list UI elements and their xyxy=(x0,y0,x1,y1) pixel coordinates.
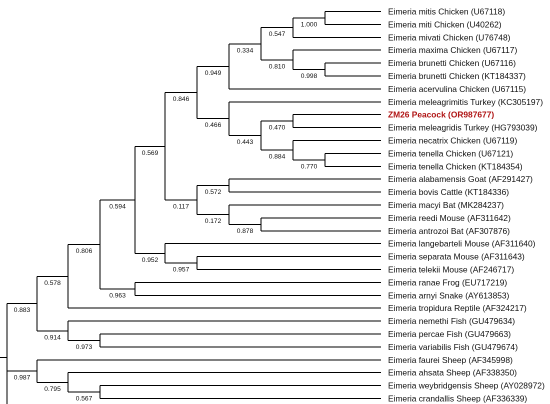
taxon-label: Eimeria alabamensis Goat (AF291427) xyxy=(388,174,533,184)
taxon-labels: Eimeria mitis Chicken (U67118) Eimeria mi… xyxy=(388,7,545,404)
taxon-label: Eimeria separata Mouse (AF311643) xyxy=(388,252,525,262)
taxon-label: Eimeria faurei Sheep (AF345998) xyxy=(388,355,513,365)
taxon-label: Eimeria bovis Cattle (KT184336) xyxy=(388,187,509,197)
taxon-label: Eimeria telekii Mouse (AF246717) xyxy=(388,265,514,275)
taxon-label: Eimeria acervulina Chicken (U67115) xyxy=(388,84,526,94)
support-value: 0.466 xyxy=(205,122,222,129)
support-values: 1.000 0.998 0.547 0.810 0.334 0.770 0.470 0.884… xyxy=(14,21,318,402)
taxon-label: Eimeria maxima Chicken (U67117) xyxy=(388,45,517,55)
support-value: 0.878 xyxy=(237,228,254,235)
support-value: 0.998 xyxy=(301,73,318,80)
support-value: 0.172 xyxy=(205,218,222,225)
support-value: 0.470 xyxy=(269,125,286,132)
taxon-label: Eimeria tenella Chicken (KT184354) xyxy=(388,161,523,171)
support-value: 0.973 xyxy=(76,344,93,351)
taxon-label: Eimeria necatrix Chicken (U67119) xyxy=(388,136,517,146)
support-value: 0.987 xyxy=(14,375,31,382)
taxon-label: Eimeria mitis Chicken (U67118) xyxy=(388,7,505,17)
taxon-label: Eimeria brunetti Chicken (KT184337) xyxy=(388,71,526,81)
support-value: 0.883 xyxy=(14,307,31,314)
taxon-label: Eimeria meleagridis Turkey (HG793039) xyxy=(388,123,538,133)
support-value: 0.334 xyxy=(237,47,254,54)
taxon-label: Eimeria ahsata Sheep (AF338350) xyxy=(388,368,517,378)
taxon-label: Eimeria mivati Chicken (U76748) xyxy=(388,32,511,42)
support-value: 0.957 xyxy=(173,267,190,274)
support-value: 0.963 xyxy=(109,292,126,299)
taxon-label-highlighted: ZM26 Peacock (OR987677) xyxy=(388,110,494,120)
taxon-label: Eimeria miti Chicken (U40262) xyxy=(388,19,502,29)
taxon-label: Eimeria crandallis Sheep (AF336339) xyxy=(388,394,527,404)
taxon-label: Eimeria langebarteli Mouse (AF311640) xyxy=(388,239,536,249)
support-value: 0.914 xyxy=(44,334,61,341)
taxon-label: Eimeria macyi Bat (MK284237) xyxy=(388,200,504,210)
support-value: 0.846 xyxy=(173,96,190,103)
support-value: 1.000 xyxy=(301,21,318,28)
taxon-label: Eimeria reedi Mouse (AF311642) xyxy=(388,213,511,223)
taxon-label: Eimeria ranae Frog (EU717219) xyxy=(388,277,507,287)
support-value: 0.770 xyxy=(301,163,318,170)
support-value: 0.578 xyxy=(44,280,61,287)
support-value: 0.572 xyxy=(205,189,222,196)
taxon-label: Eimeria meleagrimitis Turkey (KC305197) xyxy=(388,97,543,107)
support-value: 0.795 xyxy=(44,386,61,393)
taxon-label: Eimeria brunetti Chicken (U67116) xyxy=(388,58,516,68)
taxon-label: Eimeria arnyi Snake (AY613853) xyxy=(388,290,510,300)
taxon-label: Eimeria tropidura Reptile (AF324217) xyxy=(388,303,527,313)
support-value: 0.569 xyxy=(142,150,159,157)
support-value: 0.806 xyxy=(76,248,93,255)
support-value: 0.594 xyxy=(109,203,126,210)
support-value: 0.810 xyxy=(269,63,286,70)
taxon-label: Eimeria antrozoi Bat (AF307876) xyxy=(388,226,510,236)
support-value: 0.884 xyxy=(269,154,286,161)
taxon-label: Eimeria percae Fish (GU479663) xyxy=(388,329,511,339)
taxon-label: Eimeria weybridgensis Sheep (AY028972) xyxy=(388,381,545,391)
support-value: 0.547 xyxy=(269,31,286,38)
support-value: 0.117 xyxy=(173,204,189,211)
taxon-label: Eimeria tenella Chicken (U67121) xyxy=(388,148,513,158)
support-value: 0.567 xyxy=(76,396,93,403)
taxon-label: Eimeria variabilis Fish (GU479674) xyxy=(388,342,518,352)
tree-branches xyxy=(0,11,381,404)
support-value: 0.443 xyxy=(237,139,254,146)
taxon-label: Eimeria nemethi Fish (GU479634) xyxy=(388,316,515,326)
support-value: 0.949 xyxy=(205,70,222,77)
support-value: 0.952 xyxy=(142,257,159,264)
